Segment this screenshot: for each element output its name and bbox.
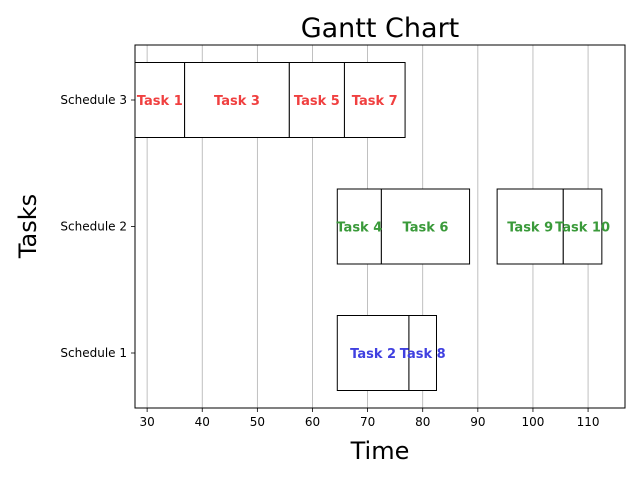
x-tick-label: 60 <box>305 415 320 429</box>
x-tick-label: 90 <box>470 415 485 429</box>
task-bar <box>380 188 471 265</box>
y-axis-title: Tasks <box>14 194 42 259</box>
x-tick-label: 110 <box>577 415 600 429</box>
task-label: Task 8 <box>400 347 446 362</box>
task-bar <box>408 315 437 391</box>
task-label: Task 5 <box>294 94 340 109</box>
y-tick-label: Schedule 1 <box>60 346 127 360</box>
task-label: Task 10 <box>555 221 610 236</box>
x-axis-title: Time <box>350 437 410 465</box>
task-label: Task 3 <box>214 94 260 109</box>
chart-title: Gantt Chart <box>301 13 460 44</box>
task-bar <box>343 62 406 138</box>
task-bars: Task 2 Task 8 Task 4 Task 6 Task 9 Task 10 Tas… <box>134 62 610 391</box>
task-bar <box>288 62 345 138</box>
task-bar <box>184 62 290 138</box>
x-tick-label: 40 <box>195 415 210 429</box>
task-bar <box>562 188 603 265</box>
x-tick-label: 50 <box>250 415 265 429</box>
task-label: Task 1 <box>137 94 183 109</box>
x-tick-label: 100 <box>521 415 544 429</box>
task-label: Task 4 <box>336 221 382 236</box>
task-bar <box>134 62 186 138</box>
x-tick-label: 80 <box>415 415 430 429</box>
task-label: Task 2 <box>350 347 396 362</box>
x-tick-label: 70 <box>360 415 375 429</box>
task-bar <box>336 188 382 265</box>
task-label: Task 7 <box>352 94 398 109</box>
x-tick-label: 30 <box>139 415 154 429</box>
y-tick-label: Schedule 3 <box>60 93 127 107</box>
task-label: Task 6 <box>403 221 449 236</box>
task-bar <box>496 188 564 265</box>
task-label: Task 9 <box>507 221 553 236</box>
y-axis-ticks: Schedule 1 Schedule 2 Schedule 3 <box>60 93 135 360</box>
x-axis-ticks: 30 40 50 60 70 80 90 100 110 <box>139 408 600 429</box>
y-tick-label: Schedule 2 <box>60 220 127 234</box>
